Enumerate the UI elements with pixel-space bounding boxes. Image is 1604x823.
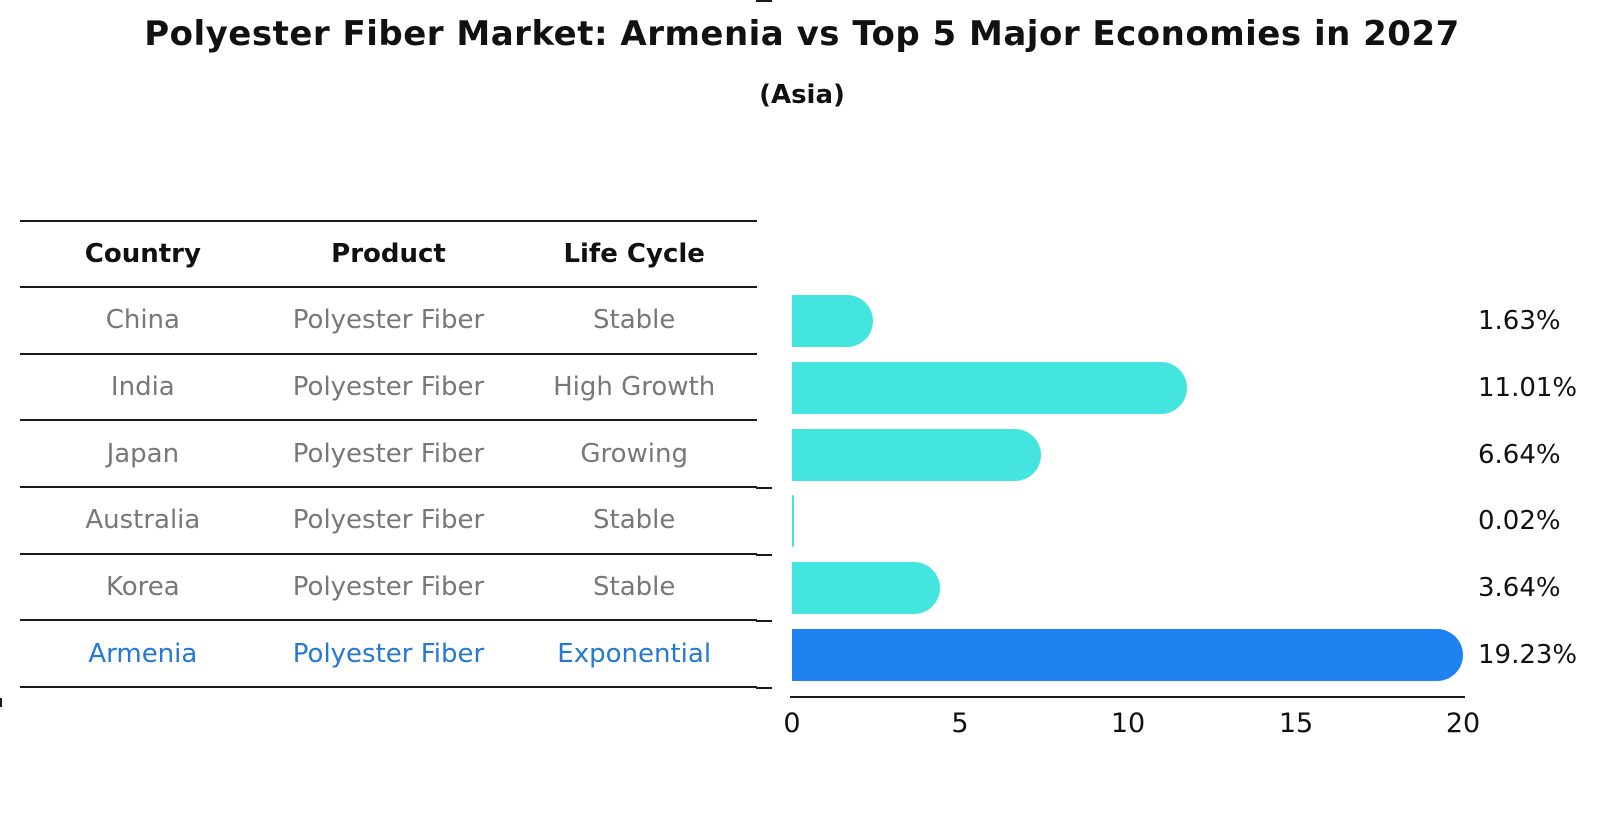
country-table: Country Product Life Cycle China Polyest…	[20, 220, 757, 688]
cell-product: Polyester Fiber	[292, 571, 485, 602]
cell-country: Korea	[105, 571, 180, 602]
x-tick-label: 10	[1110, 708, 1146, 739]
x-tick	[0, 698, 2, 707]
value-label-india: 11.01%	[1478, 373, 1578, 403]
table-row-armenia: Armenia Polyester Fiber Exponential	[20, 621, 757, 688]
cell-country: Japan	[106, 438, 180, 469]
cell-product: Polyester Fiber	[292, 505, 485, 536]
table-row-korea: Korea Polyester Fiber Stable	[20, 555, 757, 622]
x-tick-label: 5	[951, 708, 969, 739]
table-row-japan: Japan Polyester Fiber Growing	[20, 421, 757, 488]
bar-band	[792, 355, 1463, 422]
bar-band	[792, 621, 1463, 688]
value-label-japan: 6.64%	[1478, 439, 1561, 470]
cell-product: Polyester Fiber	[292, 305, 485, 336]
bar-korea	[792, 562, 941, 615]
bar-band	[792, 288, 1463, 355]
cell-product: Polyester Fiber	[292, 638, 485, 669]
value-label-china: 1.63%	[1478, 306, 1561, 337]
y-tick	[756, 553, 772, 556]
bar-armenia	[792, 628, 1463, 681]
column-header-product: Product	[331, 239, 446, 269]
cell-product: Polyester Fiber	[292, 371, 485, 402]
cell-life-cycle: High Growth	[553, 371, 716, 402]
bar-australia	[792, 495, 794, 548]
table-header-row: Country Product Life Cycle	[20, 220, 757, 288]
bar-band	[792, 555, 1463, 622]
bar-chart	[792, 288, 1463, 688]
value-label-armenia: 19.23%	[1478, 639, 1578, 670]
cell-life-cycle: Stable	[593, 305, 676, 336]
cell-country: China	[105, 305, 180, 336]
page-subtitle: (Asia)	[759, 80, 845, 110]
x-axis-line	[790, 696, 1465, 698]
bar-band	[792, 488, 1463, 555]
table-row-australia: Australia Polyester Fiber Stable	[20, 488, 757, 555]
bar-china	[792, 295, 873, 348]
cell-product: Polyester Fiber	[292, 438, 485, 469]
column-header-life-cycle: Life Cycle	[563, 239, 705, 269]
table-row-india: India Polyester Fiber High Growth	[20, 355, 757, 422]
cell-life-cycle: Stable	[593, 571, 676, 602]
cell-life-cycle: Stable	[593, 505, 676, 536]
x-tick-label: 20	[1445, 708, 1481, 739]
y-tick	[756, 487, 772, 489]
x-tick-label: 0	[783, 708, 801, 739]
table-row-china: China Polyester Fiber Stable	[20, 288, 757, 355]
y-tick	[756, 620, 772, 623]
cell-life-cycle: Growing	[580, 438, 688, 469]
page-title: Polyester Fiber Market: Armenia vs Top 5…	[144, 14, 1460, 54]
value-label-australia: 0.02%	[1478, 506, 1561, 537]
cell-country: India	[110, 371, 175, 402]
value-labels: 1.63% 11.01% 6.64% 0.02% 3.64% 19.23%	[1478, 288, 1604, 688]
y-tick	[756, 687, 772, 689]
y-tick	[756, 0, 772, 2]
bar-india	[792, 362, 1188, 414]
x-tick-label: 15	[1278, 708, 1314, 739]
cell-life-cycle: Exponential	[557, 638, 712, 669]
value-label-korea: 3.64%	[1478, 573, 1561, 604]
column-header-country: Country	[84, 239, 201, 269]
bar-band	[792, 421, 1463, 488]
cell-country: Armenia	[88, 638, 198, 669]
x-axis-labels: 0 5 10 15 20	[0, 708, 1604, 744]
cell-country: Australia	[85, 505, 201, 536]
bar-japan	[792, 428, 1041, 481]
